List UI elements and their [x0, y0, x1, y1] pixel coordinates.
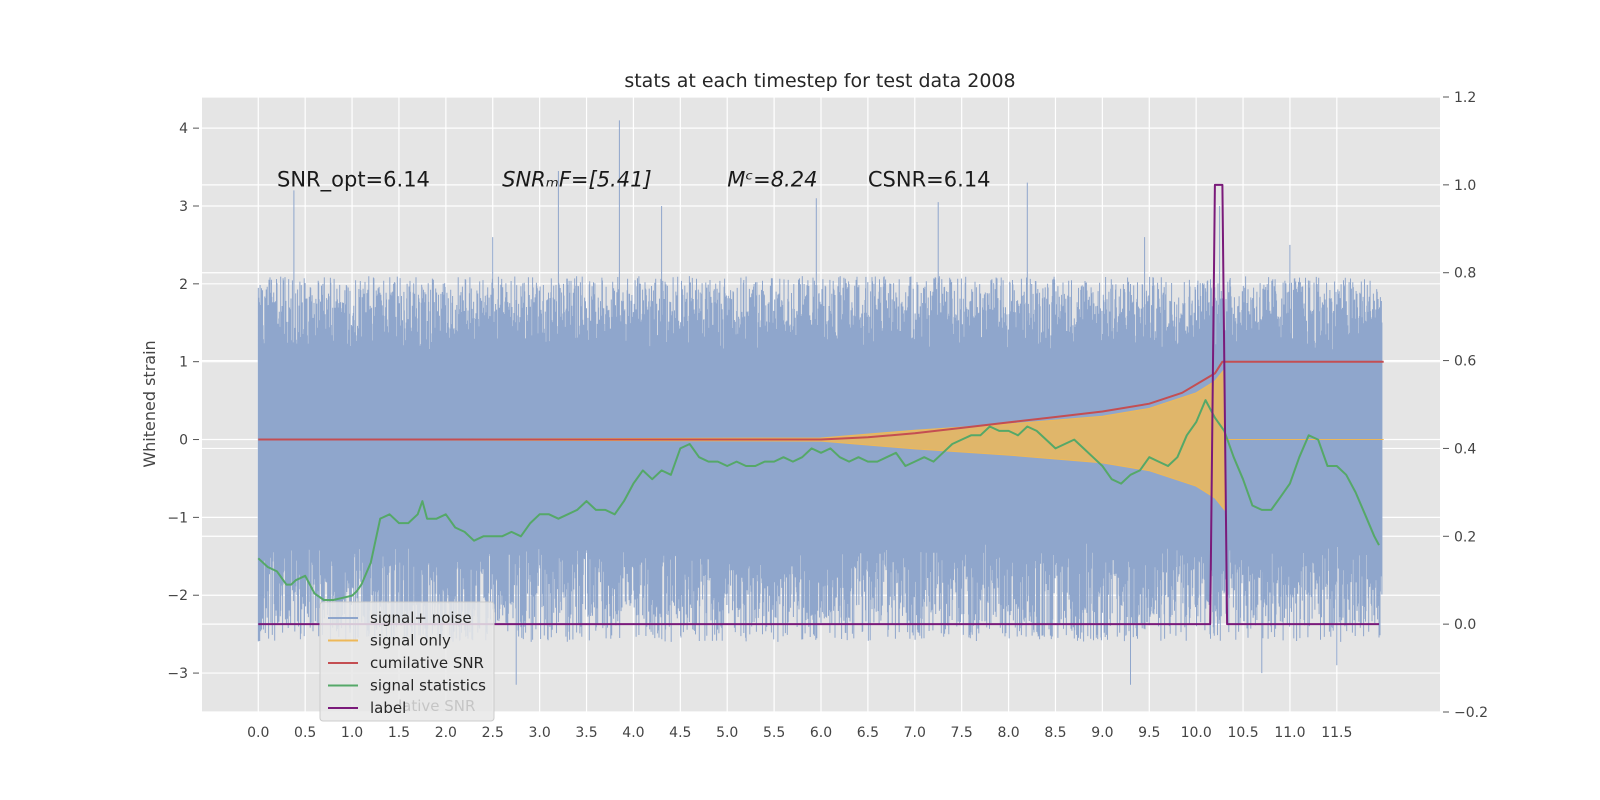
annotation-snr-mf: SNRₘF=[5.41]: [502, 168, 652, 192]
y-tick-label: 0: [179, 433, 188, 449]
x-axis-ticks: 0.0 0.5 1.0 1.5 2.0 2.5 3.0 3.5 4.0 4.5 5.0 5.5 6.0 6…: [247, 725, 1352, 741]
x-tick-label: 5.5: [763, 725, 785, 741]
x-tick-label: 0.0: [247, 725, 269, 741]
x-tick-label: 6.5: [857, 725, 879, 741]
x-tick-label: 6.0: [810, 725, 832, 741]
x-tick-label: 5.0: [716, 725, 738, 741]
legend-label: signal+ noise: [370, 609, 472, 627]
x-tick-label: 1.0: [341, 725, 363, 741]
chart-title: stats at each timestep for test data 200…: [624, 70, 1015, 92]
x-tick-label: 7.0: [904, 725, 926, 741]
annotation-csnr: CSNR=6.14: [868, 168, 991, 192]
y2-tick-label: 0.2: [1454, 529, 1476, 545]
y2-tick-label: 0.0: [1454, 617, 1476, 633]
x-tick-label: 8.5: [1044, 725, 1066, 741]
series-line-4: [258, 183, 1379, 626]
y-tick-label: 3: [179, 199, 188, 215]
legend-ghost-text: lative SNR: [398, 697, 475, 715]
x-tick-label: 1.5: [388, 725, 410, 741]
y2-axis-ticks: 1.2 1.0 0.8 0.6 0.4 0.2 0.0 −0.2: [1443, 90, 1488, 721]
x-tick-label: 0.5: [294, 725, 316, 741]
series-line-3: [257, 399, 1380, 601]
annotations: SNR_opt=6.14 SNRₘF=[5.41] Mᶜ=8.24 CSNR=6.14: [277, 168, 991, 193]
y2-tick-label: −0.2: [1454, 705, 1488, 721]
y-tick-label: −3: [167, 666, 188, 682]
legend-label: signal statistics: [370, 677, 486, 695]
x-tick-label: 9.5: [1138, 725, 1160, 741]
series-line-2: [258, 360, 1384, 441]
x-tick-label: 2.0: [435, 725, 457, 741]
x-tick-label: 11.5: [1321, 725, 1352, 741]
y-tick-label: −2: [167, 588, 188, 604]
x-tick-label: 10.5: [1227, 725, 1258, 741]
x-tick-label: 2.5: [482, 725, 504, 741]
x-tick-label: 9.0: [1091, 725, 1113, 741]
y-axis-label: Whitened strain: [140, 340, 159, 467]
series-lines: [257, 183, 1384, 626]
annotation-mc: Mᶜ=8.24: [727, 168, 817, 192]
legend-label: label: [370, 699, 406, 717]
x-tick-label: 3.0: [529, 725, 551, 741]
x-tick-label: 8.0: [997, 725, 1019, 741]
y-axis-ticks: 4 3 2 1 0 −1 −2 −3: [167, 121, 199, 682]
y2-tick-label: 1.0: [1454, 178, 1476, 194]
x-tick-label: 7.5: [951, 725, 973, 741]
x-tick-label: 11.0: [1274, 725, 1305, 741]
x-tick-label: 10.0: [1181, 725, 1212, 741]
legend-box: [319, 601, 495, 722]
x-tick-label: 3.5: [575, 725, 597, 741]
y-tick-label: 4: [179, 121, 188, 137]
y-tick-label: 2: [179, 277, 188, 293]
y2-tick-label: 0.8: [1454, 266, 1476, 282]
legend-label: signal only: [370, 632, 451, 650]
y2-tick-label: 1.2: [1454, 90, 1476, 106]
legend-label: cumilative SNR: [370, 654, 484, 672]
y2-tick-label: 0.4: [1454, 441, 1476, 457]
x-tick-label: 4.0: [622, 725, 644, 741]
y2-tick-label: 0.6: [1454, 354, 1476, 370]
y-tick-label: −1: [167, 510, 188, 526]
x-tick-label: 4.5: [669, 725, 691, 741]
legend: lative SNR signal+ noise signal only cumil…: [319, 601, 495, 722]
annotation-snr-opt: SNR_opt=6.14: [277, 168, 430, 193]
y-tick-label: 1: [179, 355, 188, 371]
